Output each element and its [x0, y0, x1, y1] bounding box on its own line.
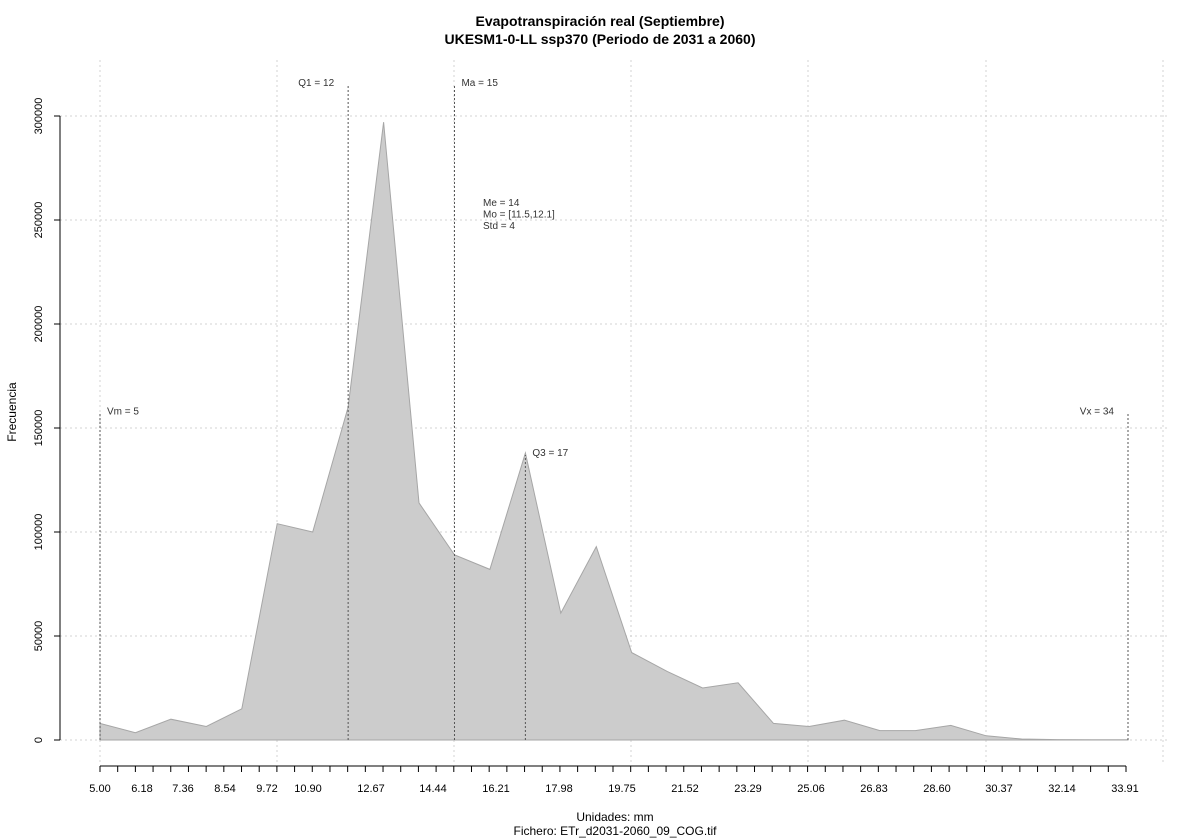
- x-tick-label: 30.37: [985, 783, 1013, 795]
- x-tick-label: 9.72: [256, 783, 277, 795]
- x-tick-label: 5.00: [89, 783, 110, 795]
- x-tick-label: 14.44: [419, 783, 447, 795]
- x-tick-label: 21.52: [671, 783, 699, 795]
- y-tick-label: 150000: [33, 410, 45, 447]
- x-tick-label: 28.60: [923, 783, 951, 795]
- x-tick-label: 16.21: [482, 783, 510, 795]
- y-tick-label: 0: [33, 737, 45, 743]
- y-tick-label: 50000: [33, 621, 45, 652]
- stats-label: Std = 4: [483, 221, 515, 232]
- x-tick-label: 25.06: [797, 783, 825, 795]
- x-tick-label: 7.36: [172, 783, 193, 795]
- x-tick-label: 8.54: [214, 783, 235, 795]
- stats-label: Mo = [11.5,12.1]: [483, 210, 555, 221]
- y-tick-label: 200000: [33, 306, 45, 343]
- y-tick-label: 100000: [33, 514, 45, 551]
- x-tick-label: 23.29: [734, 783, 762, 795]
- file-caption: Fichero: ETr_d2031-2060_09_COG.tif: [513, 824, 717, 838]
- stat-marker-label: Ma = 15: [461, 78, 498, 89]
- chart-title: Evapotranspiración real (Septiembre): [475, 13, 725, 29]
- stat-marker-label: Q3 = 17: [532, 448, 568, 459]
- frequency-area: [99, 122, 1129, 741]
- y-tick-label: 250000: [33, 202, 45, 239]
- x-tick-label: 6.18: [131, 783, 152, 795]
- x-tick-label: 19.75: [608, 783, 636, 795]
- x-tick-label: 33.91: [1111, 783, 1139, 795]
- stat-marker-label: Q1 = 12: [298, 78, 334, 89]
- stat-marker-label: Vx = 34: [1080, 406, 1115, 417]
- stat-marker-label: Vm = 5: [107, 406, 139, 417]
- x-tick-label: 32.14: [1048, 783, 1076, 795]
- chart-subtitle: UKESM1-0-LL ssp370 (Periodo de 2031 a 20…: [444, 31, 756, 47]
- x-tick-label: 17.98: [545, 783, 573, 795]
- x-tick-label: 26.83: [860, 783, 888, 795]
- y-tick-label: 300000: [33, 98, 45, 135]
- x-axis-label: Unidades: mm: [576, 810, 654, 824]
- x-tick-label: 10.90: [294, 783, 322, 795]
- x-tick-label: 12.67: [357, 783, 385, 795]
- stats-label: Me = 14: [483, 198, 520, 209]
